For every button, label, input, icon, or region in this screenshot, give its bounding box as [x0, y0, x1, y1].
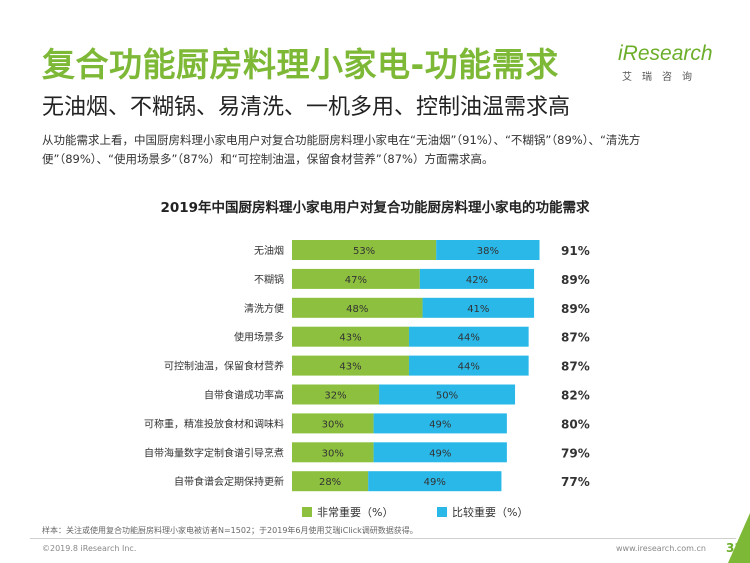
chart-title: 2019年中国厨房料理小家电用户对复合功能厨房料理小家电的功能需求 — [160, 200, 590, 216]
bar-very-important — [292, 442, 374, 463]
bar-fairly-important — [408, 326, 529, 347]
logo-chinese: 艾瑞咨询 — [622, 72, 702, 83]
bar-fairly-important — [379, 384, 516, 405]
category-label: 可控制油温，保留食材营养 — [164, 360, 284, 373]
bar-value-label: 38% — [477, 246, 499, 257]
bar-very-important — [292, 297, 423, 318]
bar-value-label: 49% — [429, 448, 451, 459]
category-label: 无油烟 — [254, 244, 284, 257]
category-label: 使用场景多 — [234, 331, 284, 344]
legend-item-very-important: 非常重要（%） — [302, 504, 393, 520]
page-subtitle: 无油烟、不糊锅、易清洗、一机多用、控制油温需求高 — [42, 95, 571, 120]
bar-very-important — [292, 326, 409, 347]
bar-value-label: 49% — [424, 477, 446, 488]
chart-legend: 非常重要（%） 比较重要（%） — [302, 504, 568, 520]
bar-value-label: 43% — [339, 333, 361, 344]
bar-value-label: 44% — [458, 333, 480, 344]
bar-value-label: 43% — [339, 362, 361, 373]
legend-label: 非常重要（%） — [317, 506, 394, 519]
bar-very-important — [292, 268, 420, 289]
total-label: 82% — [561, 389, 590, 403]
legend-label: 比较重要（%） — [451, 506, 529, 519]
copyright-text: ©2019.8 iResearch Inc. — [42, 544, 137, 553]
total-label: 89% — [561, 302, 590, 316]
bar-value-label: 42% — [466, 275, 488, 286]
footer-divider — [30, 538, 736, 539]
bar-very-important — [292, 355, 409, 376]
bar-value-label: 30% — [322, 448, 344, 459]
category-label: 自带食谱成功率高 — [204, 389, 284, 402]
legend-item-fairly-important: 比较重要（%） — [436, 504, 529, 520]
bar-value-label: 49% — [429, 419, 451, 430]
total-label: 80% — [561, 417, 590, 431]
bar-value-label: 28% — [319, 477, 341, 488]
bar-value-label: 41% — [467, 304, 489, 315]
bar-value-label: 48% — [346, 304, 368, 315]
bar-very-important — [292, 384, 380, 405]
category-label: 清洗方便 — [244, 302, 284, 315]
iresearch-logo: iResearch 艾瑞咨询 — [612, 42, 720, 83]
bar-fairly-important — [422, 297, 535, 318]
stacked-bar-chart: 无油烟 53% 38% 91% 不糊锅 47% 42% 89% 清洗方便 48% 41% 89% 使用场… — [144, 240, 590, 492]
total-label: 79% — [561, 446, 590, 460]
logo-wordmark: iResearch — [618, 42, 713, 65]
bar-fairly-important — [368, 471, 502, 492]
total-label: 89% — [561, 273, 590, 287]
category-label: 自带海量数字定制食谱引导烹煮 — [144, 446, 284, 459]
bar-very-important — [292, 413, 374, 434]
total-label: 77% — [561, 475, 590, 489]
bar-value-label: 53% — [353, 246, 375, 257]
sample-footnote: 样本：关注或使用复合功能厨房料理小家电被访者N=1502；于2019年6月使用艾… — [42, 526, 418, 535]
bar-value-label: 50% — [436, 391, 458, 402]
bar-value-label: 32% — [324, 391, 346, 402]
total-label: 87% — [561, 360, 590, 374]
bar-fairly-important — [419, 268, 535, 289]
legend-swatch-blue — [436, 507, 447, 517]
page-title: 复合功能厨房料理小家电-功能需求 — [42, 45, 559, 84]
total-label: 91% — [561, 244, 590, 258]
legend-swatch-green — [302, 507, 312, 517]
corner-decoration — [728, 513, 750, 563]
total-label: 87% — [561, 331, 590, 345]
category-label: 不糊锅 — [254, 273, 284, 286]
bar-fairly-important — [373, 413, 507, 434]
bar-value-label: 47% — [345, 275, 367, 286]
bar-value-label: 44% — [458, 362, 480, 373]
bar-very-important — [292, 471, 369, 492]
bar-very-important — [292, 240, 437, 260]
bar-value-label: 30% — [322, 419, 344, 430]
bar-fairly-important — [408, 355, 529, 376]
website-link[interactable]: www.iresearch.com.cn — [616, 544, 706, 553]
category-label: 自带食谱会定期保持更新 — [174, 475, 284, 488]
bar-fairly-important — [436, 240, 540, 260]
bar-fairly-important — [373, 442, 507, 463]
description-text: 从功能需求上看，中国厨房料理小家电用户对复合功能厨房料理小家电在“无油烟”（91… — [42, 133, 641, 166]
category-label: 可称重，精准投放食材和调味料 — [144, 417, 284, 430]
